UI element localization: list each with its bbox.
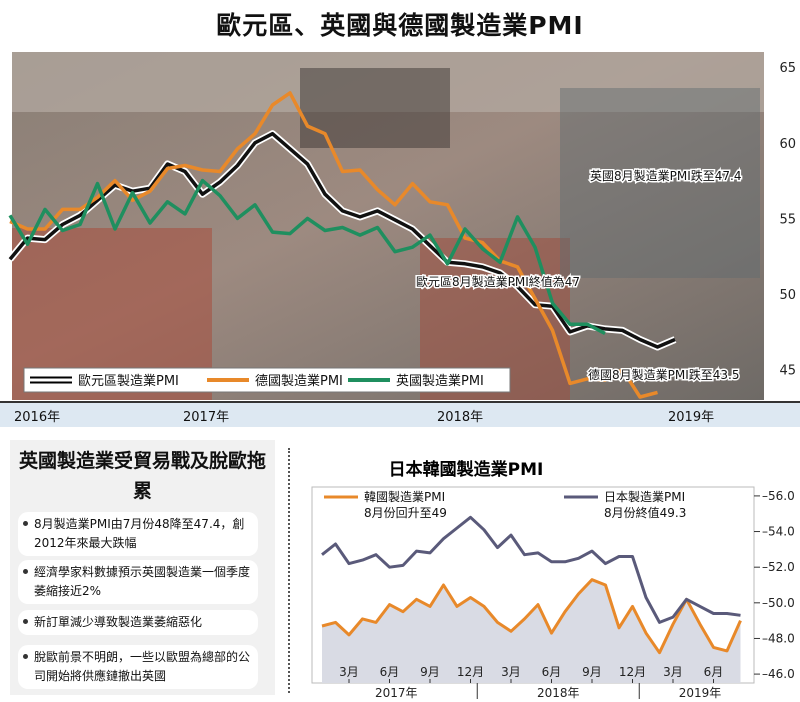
year-label: 2019年 — [668, 410, 715, 425]
legend-label: 英國製造業PMI — [396, 373, 484, 389]
x-tick-label: 3月 — [663, 665, 683, 679]
y-axis: 65 60 55 50 45 — [779, 61, 796, 379]
x-tick-label: 12月 — [619, 665, 646, 679]
x-tick-label: 9月 — [582, 665, 602, 679]
series-0 — [321, 578, 742, 683]
y-tick-label: –50.0 — [762, 596, 795, 610]
bullet-item: 新訂單減少導致製造業萎縮惡化 — [18, 610, 258, 635]
series-1 — [9, 91, 658, 399]
y-tick-label: –52.0 — [762, 560, 795, 574]
year-label: 2016年 — [14, 410, 61, 425]
year-axis: 2016年 2017年 2018年 2019年 — [0, 401, 800, 427]
y-tick-label: 50 — [779, 288, 796, 303]
top-chart: 65 60 55 50 45 歐元區製造業PMI 德國製造業PMI 英國製造業PMI 英國8… — [7, 52, 796, 400]
y-tick-label: –46.0 — [762, 667, 795, 681]
year-label: 2018年 — [437, 410, 484, 425]
y-tick-label: 45 — [779, 364, 796, 379]
series-line — [9, 91, 658, 399]
bullet-text: 脫歐前景不明朗，一些以歐盟為總部的公司開始將供應鏈撤出英國 — [34, 650, 251, 683]
bullet-dot-icon — [23, 654, 28, 659]
y-tick-label: 60 — [779, 137, 796, 152]
chart-title: 歐元區、英國與德國製造業PMI — [216, 11, 584, 40]
year-label: 2018年 — [537, 686, 580, 700]
x-tick-label: 6月 — [380, 665, 400, 679]
year-label: 2017年 — [183, 410, 230, 425]
x-tick-label: 12月 — [457, 665, 484, 679]
series-line — [8, 178, 606, 335]
legend-label: 歐元區製造業PMI — [78, 373, 179, 389]
x-tick-label: 3月 — [501, 665, 521, 679]
annotations: 英國8月製造業PMI跌至47.4 歐元區8月製造業PMI終值為47 德國8月製造業P… — [415, 167, 743, 384]
series-line — [321, 515, 741, 624]
series-2 — [8, 178, 606, 335]
x-axis: 3月 6月 9月 12月 3月 6月 9月 12月 3月 6月 2017年 2018年 2019年 — [339, 665, 723, 700]
annotation-label: 歐元區8月製造業PMI終值為47 — [416, 274, 580, 289]
x-tick-label: 6月 — [704, 665, 724, 679]
legend-label: 德國製造業PMI — [255, 373, 343, 389]
y-tick-label: 55 — [779, 212, 796, 227]
y-tick-label: –54.0 — [762, 525, 795, 539]
year-label: 2017年 — [375, 686, 418, 700]
bullet-item: 8月製造業PMI由7月份48降至47.4，創2012年來最大跌幅 — [18, 512, 258, 556]
legend-note: 8月份終值49.3 — [604, 505, 686, 520]
bullet-text: 經濟學家料數據預示英國製造業一個季度萎縮接近2% — [34, 565, 251, 598]
series-1 — [321, 515, 741, 624]
x-tick-label: 6月 — [542, 665, 562, 679]
factory-photo-background — [12, 52, 764, 400]
bullet-dot-icon — [23, 569, 28, 574]
bullet-text: 8月製造業PMI由7月份48降至47.4，創2012年來最大跌幅 — [34, 517, 245, 550]
bottom-chart: 日本韓國製造業PMI –56.0 –54.0 –52.0 –50.0 –48.0 –46.… — [311, 459, 795, 700]
legend-note: 8月份回升至49 — [364, 506, 447, 520]
legend-label: 韓國製造業PMI — [364, 490, 445, 504]
x-tick-label: 9月 — [420, 665, 440, 679]
sidebar-title: 英國製造業受貿易戰及脫歐拖累 — [18, 450, 266, 502]
annotation-label: 英國8月製造業PMI跌至47.4 — [590, 168, 741, 183]
legend-label: 日本製造業PMI — [604, 490, 685, 504]
divider — [288, 448, 290, 693]
x-tick-label: 3月 — [339, 665, 359, 679]
legend-box — [23, 367, 511, 393]
y-tick-label: 65 — [779, 61, 796, 76]
bullet-text: 新訂單減少導致製造業萎縮惡化 — [34, 615, 203, 629]
bullet-item: 經濟學家料數據預示英國製造業一個季度萎縮接近2% — [18, 560, 258, 604]
sidebar-box: 英國製造業受貿易戰及脫歐拖累 8月製造業PMI由7月份48降至47.4，創201… — [10, 440, 275, 695]
year-label: 2019年 — [679, 686, 722, 700]
bottom-chart-title: 日本韓國製造業PMI — [389, 459, 544, 480]
legend: 歐元區製造業PMI 德國製造業PMI 英國製造業PMI — [23, 367, 511, 393]
bullet-item: 脫歐前景不明朗，一些以歐盟為總部的公司開始將供應鏈撤出英國 — [18, 645, 258, 689]
series-line — [321, 578, 742, 655]
y-tick-label: –56.0 — [762, 489, 795, 503]
bullet-dot-icon — [23, 521, 28, 526]
bullet-dot-icon — [23, 619, 28, 624]
annotation-label: 德國8月製造業PMI跌至43.5 — [588, 367, 739, 382]
y-tick-label: –48.0 — [762, 631, 795, 645]
